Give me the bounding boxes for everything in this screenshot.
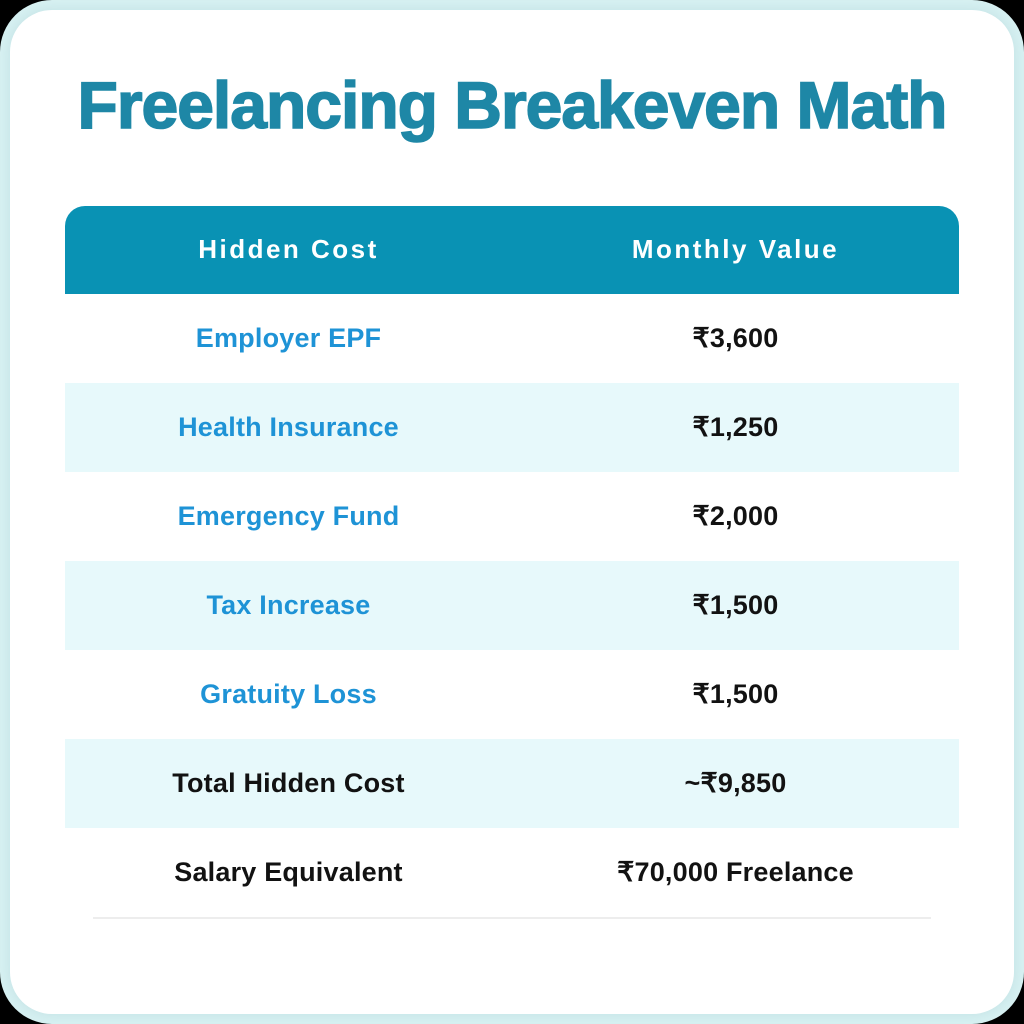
row-value: ₹3,600 bbox=[692, 322, 779, 353]
breakeven-table: Hidden Cost Monthly Value Employer EPF ₹… bbox=[65, 205, 959, 919]
row-value: ₹1,500 bbox=[692, 678, 779, 709]
row-label: Health Insurance bbox=[178, 411, 399, 442]
row-value: ~₹9,850 bbox=[684, 767, 787, 798]
table-row: Tax Increase ₹1,500 bbox=[65, 560, 959, 650]
table-row: Total Hidden Cost ~₹9,850 bbox=[65, 738, 959, 828]
infographic-card: Freelancing Breakeven Math Hidden Cost M… bbox=[10, 10, 1014, 1014]
row-value: ₹2,000 bbox=[692, 500, 779, 531]
row-value: ₹70,000 Freelance bbox=[617, 856, 854, 887]
table-row: Health Insurance ₹1,250 bbox=[65, 382, 959, 472]
table-row: Gratuity Loss ₹1,500 bbox=[65, 650, 959, 739]
row-label: Total Hidden Cost bbox=[172, 767, 405, 798]
row-label: Salary Equivalent bbox=[174, 856, 403, 887]
page-title: Freelancing Breakeven Math bbox=[77, 67, 949, 143]
row-label: Emergency Fund bbox=[177, 500, 400, 531]
table-row: Emergency Fund ₹2,000 bbox=[65, 472, 959, 561]
table-header-row: Hidden Cost Monthly Value bbox=[65, 205, 959, 294]
column-header-hidden-cost: Hidden Cost bbox=[198, 234, 379, 265]
row-label: Tax Increase bbox=[206, 589, 371, 620]
table-row: Salary Equivalent ₹70,000 Freelance bbox=[65, 828, 959, 917]
table-body: Employer EPF ₹3,600 Health Insurance ₹1,… bbox=[65, 294, 959, 917]
row-label: Employer EPF bbox=[195, 322, 382, 353]
row-label: Gratuity Loss bbox=[200, 678, 377, 709]
table-bottom-divider bbox=[93, 916, 931, 919]
column-header-monthly-value: Monthly Value bbox=[631, 234, 840, 265]
row-value: ₹1,250 bbox=[692, 411, 779, 442]
table-row: Employer EPF ₹3,600 bbox=[65, 294, 959, 383]
row-value: ₹1,500 bbox=[692, 589, 779, 620]
